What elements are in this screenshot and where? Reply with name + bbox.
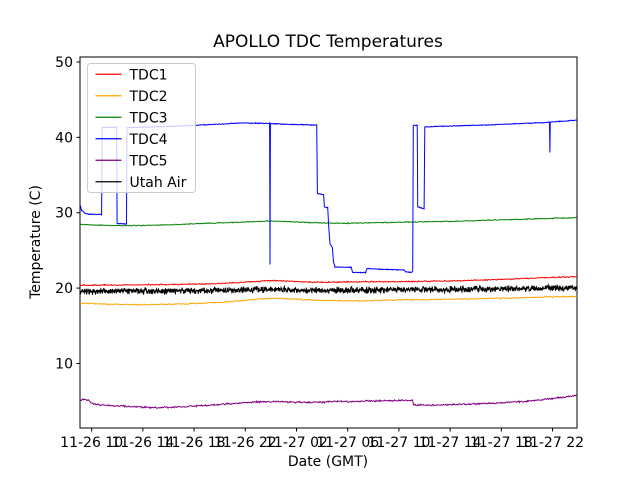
y-tick-label: 20: [55, 281, 73, 297]
x-tick-label: 11-27 02: [265, 435, 328, 451]
series-line-utah-air: [79, 283, 578, 296]
x-tick-label: 11-26 22: [214, 435, 277, 451]
y-axis-label: Temperature (C): [28, 185, 44, 300]
legend-label-tdc2: TDC2: [129, 89, 168, 105]
plot-area-frame: [79, 56, 578, 429]
chart-title: APOLLO TDC Temperatures: [213, 32, 443, 52]
y-tick-label: 10: [55, 356, 73, 372]
legend-label-tdc5: TDC5: [129, 153, 168, 169]
y-tick-label: 30: [55, 206, 73, 222]
x-tick-label: 11-26 18: [163, 435, 226, 451]
legend-label-tdc3: TDC3: [129, 110, 168, 126]
legend-label-tdc1: TDC1: [129, 67, 168, 83]
y-tick-label: 50: [55, 55, 73, 71]
legend-label-utah-air: Utah Air: [130, 175, 187, 191]
series-line-tdc5: [79, 394, 578, 409]
series-line-tdc2: [79, 295, 578, 306]
legend: TDC1 TDC2 TDC3 TDC4 TDC5 Utah Air: [87, 63, 196, 193]
x-tick-label: 11-27 22: [521, 435, 584, 451]
y-tick-label: 40: [55, 130, 73, 146]
x-tick-label: 11-27 06: [316, 435, 379, 451]
series-line-tdc1: [79, 275, 578, 287]
x-tick-label: 11-27 10: [367, 435, 430, 451]
x-tick-label: 11-26 14: [111, 435, 174, 451]
legend-label-tdc4: TDC4: [129, 132, 168, 148]
x-tick-label: 11-26 10: [60, 435, 123, 451]
x-tick-label: 11-27 18: [470, 435, 533, 451]
x-tick-label: 11-27 14: [419, 435, 482, 451]
x-axis-label: Date (GMT): [288, 454, 368, 470]
